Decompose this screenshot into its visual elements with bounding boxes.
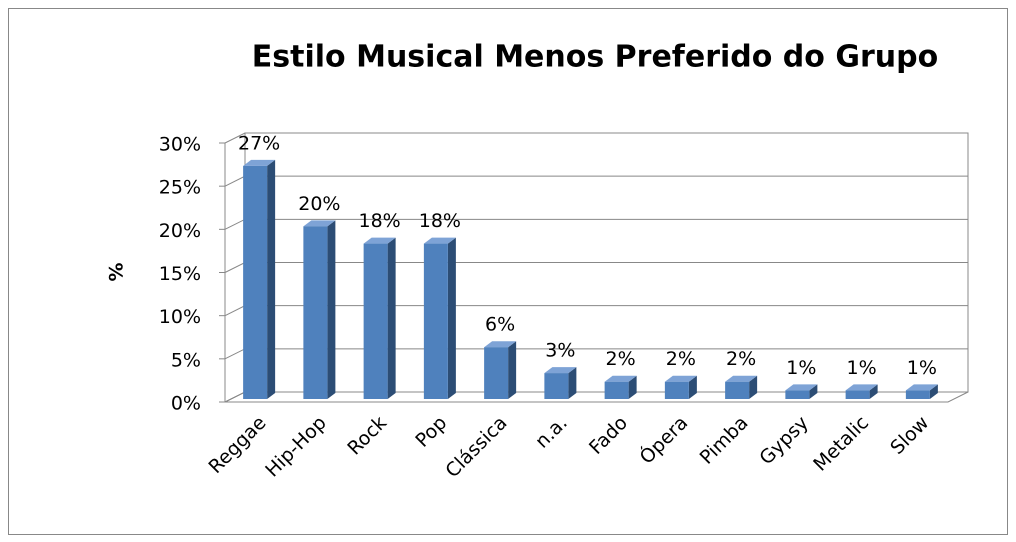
bar	[484, 347, 509, 399]
bar-side	[508, 341, 517, 399]
value-label: 1%	[786, 357, 816, 379]
bar	[785, 390, 810, 399]
value-label: 2%	[666, 348, 696, 370]
bar-side	[869, 384, 878, 399]
bar-side	[267, 159, 276, 399]
bar-side	[628, 375, 637, 399]
y-tick-label: 20%	[159, 220, 201, 242]
bar-top	[303, 220, 336, 227]
bar-top	[905, 384, 938, 391]
bar-top	[785, 384, 818, 391]
bar	[905, 390, 930, 399]
y-tick-label: 0%	[171, 393, 201, 415]
bar-side	[387, 237, 396, 399]
y-tick-label: 10%	[159, 306, 201, 328]
value-label: 6%	[485, 314, 515, 336]
bar-top	[664, 375, 697, 382]
bar-top	[604, 375, 637, 382]
bar-side	[688, 375, 697, 399]
bar-side	[447, 237, 456, 399]
bar-top	[243, 159, 276, 166]
bar-top	[423, 237, 456, 244]
value-label: 2%	[726, 348, 756, 370]
bar	[423, 243, 448, 399]
y-tick-label: 30%	[159, 134, 201, 156]
value-label: 18%	[359, 210, 401, 232]
bar	[363, 243, 388, 399]
y-tick-label: 25%	[159, 177, 201, 199]
y-tick-label: 5%	[171, 349, 201, 371]
value-label: 1%	[847, 357, 877, 379]
value-label: 27%	[238, 132, 280, 154]
bar-side	[809, 384, 818, 399]
bar-top	[544, 367, 577, 374]
bar-side	[327, 220, 336, 399]
grid-line	[224, 132, 968, 144]
value-label: 2%	[606, 348, 636, 370]
y-axis-label: %	[106, 262, 128, 281]
bar	[664, 381, 689, 399]
bar-top	[845, 384, 878, 391]
bar	[544, 373, 569, 399]
bar-top	[363, 237, 396, 244]
bar	[725, 381, 750, 399]
bar	[303, 226, 328, 399]
bar-top	[725, 375, 758, 382]
y-tick-label: 15%	[159, 263, 201, 285]
value-label: 1%	[907, 357, 937, 379]
value-label: 3%	[545, 340, 575, 362]
chart-title: Estilo Musical Menos Preferido do Grupo	[252, 40, 938, 75]
value-label: 20%	[298, 193, 340, 215]
bar-top	[484, 341, 517, 348]
value-label: 18%	[419, 210, 461, 232]
bar	[604, 381, 629, 399]
bar-side	[749, 375, 758, 399]
bar-side	[568, 367, 577, 399]
bar	[243, 165, 268, 399]
bar-side	[929, 384, 938, 399]
bar	[845, 390, 870, 399]
